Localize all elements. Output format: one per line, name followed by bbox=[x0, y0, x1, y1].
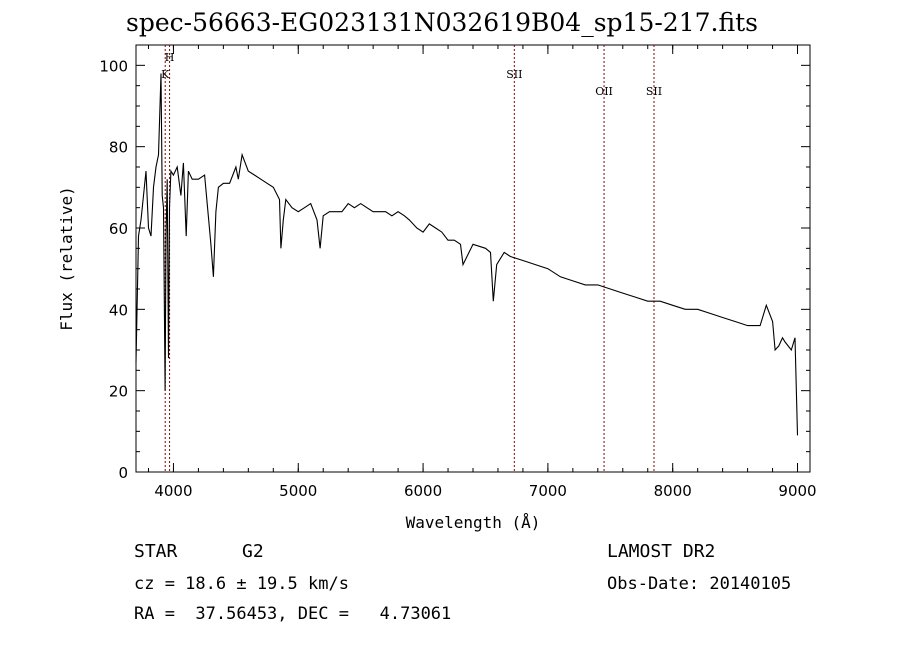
redshift-cz: cz = 18.6 ± 19.5 km/s bbox=[134, 574, 349, 594]
spectrum-line bbox=[135, 73, 799, 436]
y-tick-label-100: 100 bbox=[99, 57, 128, 75]
x-tick-label-6000: 6000 bbox=[404, 482, 442, 500]
line-label-oii-3: OII bbox=[595, 85, 613, 98]
obs-date: Obs-Date: 20140105 bbox=[607, 574, 792, 594]
x-tick-label-5000: 5000 bbox=[279, 482, 317, 500]
x-tick-label-4000: 4000 bbox=[154, 482, 192, 500]
y-tick-label-20: 20 bbox=[109, 383, 128, 401]
line-label-sii-4: SII bbox=[646, 85, 662, 98]
plot-frame bbox=[135, 44, 811, 473]
y-tick-label-60: 60 bbox=[109, 220, 128, 238]
x-tick-label-9000: 9000 bbox=[778, 482, 816, 500]
y-tick-label-80: 80 bbox=[109, 139, 128, 157]
y-tick-label-40: 40 bbox=[109, 301, 128, 319]
x-axis-label: Wavelength (Å) bbox=[406, 513, 541, 532]
line-label-sii-2: SII bbox=[506, 68, 522, 81]
x-tick-label-7000: 7000 bbox=[529, 482, 567, 500]
line-label-h-1: H bbox=[165, 51, 175, 64]
survey-name: LAMOST DR2 bbox=[607, 541, 716, 562]
object-subclass: G2 bbox=[242, 541, 264, 562]
ra-dec: RA = 37.56453, DEC = 4.73061 bbox=[134, 604, 452, 624]
line-label-k-0: K bbox=[161, 68, 170, 81]
chart-title: spec-56663-EG023131N032619B04_sp15-217.f… bbox=[126, 8, 759, 37]
y-tick-label-0: 0 bbox=[118, 464, 128, 482]
object-class: STAR bbox=[134, 541, 178, 562]
x-tick-label-8000: 8000 bbox=[654, 482, 692, 500]
y-axis-label: Flux (relative) bbox=[57, 186, 76, 331]
